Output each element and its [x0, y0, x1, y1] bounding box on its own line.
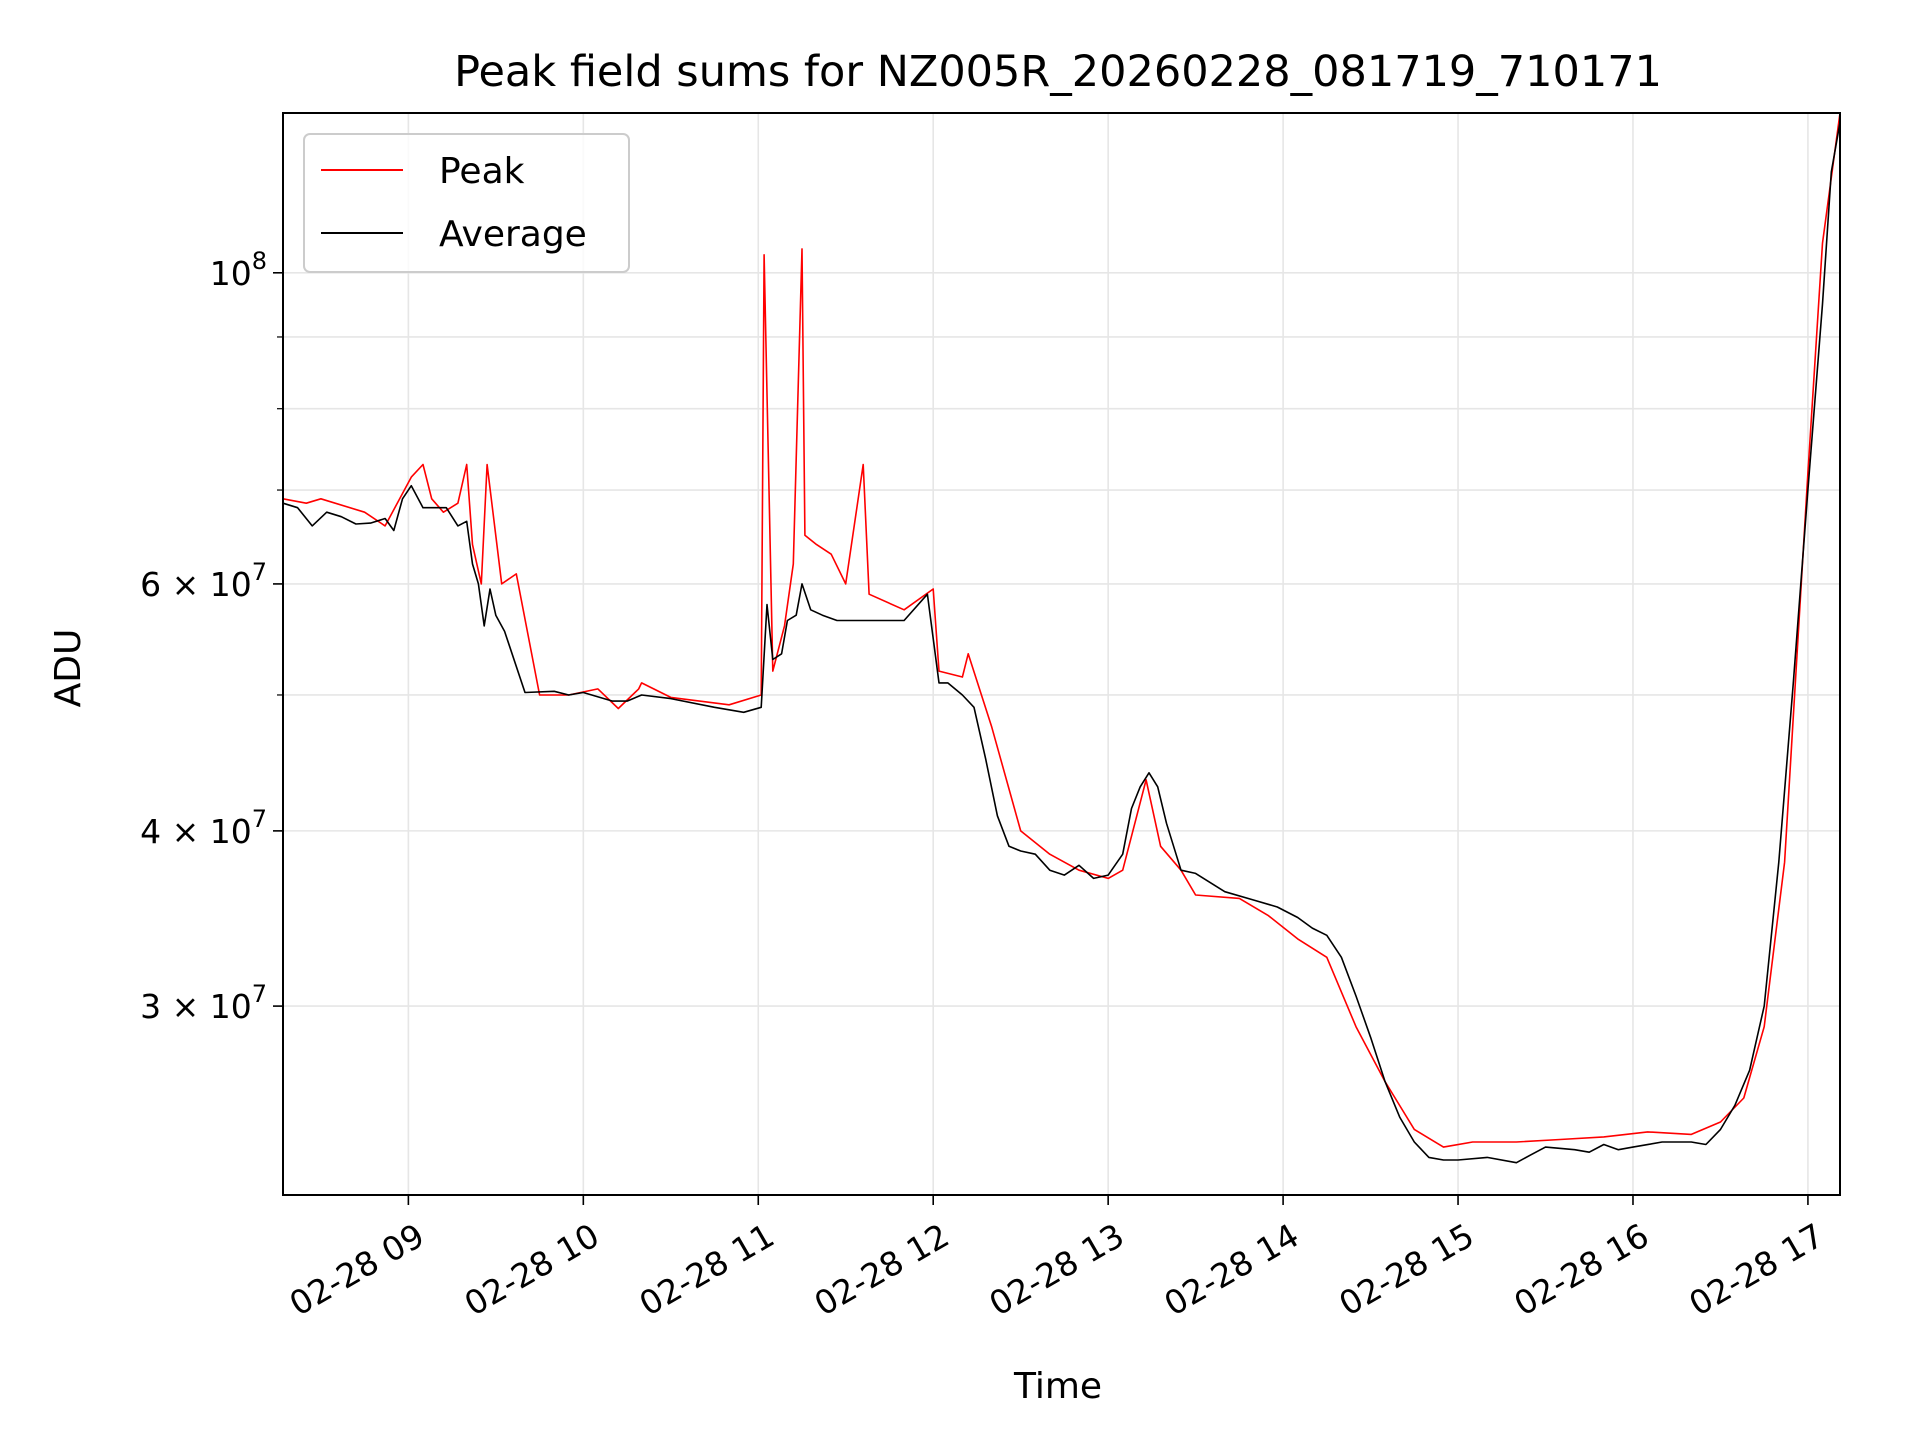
y-tick-label-base: 4 × 10 — [140, 812, 252, 851]
y-tick-label-base: 3 × 10 — [140, 987, 252, 1026]
y-axis-label: ADU — [48, 629, 89, 708]
chart-title: Peak field sums for NZ005R_20260228_0817… — [454, 47, 1662, 97]
legend: Peak Average — [303, 133, 630, 273]
y-tick-label: 3 × 107 — [140, 980, 267, 1026]
series-line-peak — [282, 112, 1841, 1148]
y-tick-label-base: 6 × 10 — [140, 565, 252, 604]
y-tick-label: 6 × 107 — [140, 558, 267, 604]
legend-label-peak: Peak — [439, 151, 525, 192]
grid-layer — [283, 113, 1840, 1195]
y-tick-label-exponent: 8 — [252, 247, 267, 275]
y-tick-label-exponent: 7 — [252, 980, 267, 1008]
x-axis-label: Time — [1013, 1366, 1102, 1407]
legend-label-average: Average — [439, 214, 587, 255]
y-tick-label-exponent: 7 — [252, 805, 267, 833]
y-tick-label: 4 × 107 — [140, 805, 267, 851]
y-tick-label-exponent: 7 — [252, 558, 267, 586]
y-tick-label-base: 10 — [210, 254, 252, 293]
series-line-average — [282, 122, 1841, 1164]
line-layer — [282, 112, 1841, 1164]
plot-frame — [282, 112, 1841, 1196]
legend-box — [303, 133, 630, 273]
y-tick-label: 108 — [210, 247, 267, 293]
